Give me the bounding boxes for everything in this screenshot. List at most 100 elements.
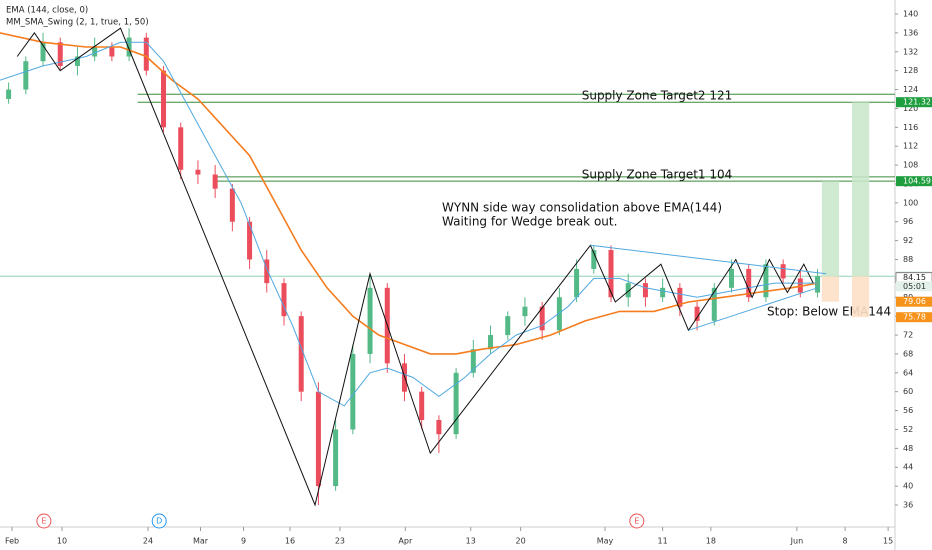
y-tick-label: 40: [903, 482, 913, 491]
candle-body: [642, 283, 648, 298]
candle-body: [23, 61, 29, 90]
candle-body: [264, 259, 270, 284]
x-tick-label: 18: [706, 537, 716, 546]
candle-body: [539, 306, 545, 331]
candle-body: [350, 353, 356, 430]
candle-body: [419, 391, 425, 421]
candle-body: [92, 47, 98, 57]
legend-ema: EMA (144, close, 0): [6, 6, 88, 16]
price-badge-label: 79.06: [903, 297, 926, 306]
target-box: [821, 181, 840, 277]
candle-body: [178, 127, 184, 170]
candle-body: [780, 264, 786, 279]
candle-body: [763, 264, 769, 298]
y-tick-label: 88: [903, 255, 913, 264]
price-badge-label: 75.78: [903, 313, 926, 322]
countdown-badge: [896, 281, 932, 292]
price-badge-label: 84.15: [903, 273, 926, 282]
x-tick-label: Mar: [193, 537, 209, 546]
price-badge-label: 121.32: [903, 98, 931, 107]
note: Stop: Below EMA144: [767, 305, 891, 319]
candle-body: [746, 268, 752, 298]
candle-body: [574, 268, 580, 298]
line-series: [16, 27, 814, 507]
candle-body: [109, 47, 115, 57]
candle-body: [436, 420, 442, 435]
candle-body: [608, 250, 614, 298]
candle-body: [556, 297, 562, 331]
candle-body: [143, 37, 149, 71]
candle-body: [505, 316, 511, 336]
note: Waiting for Wedge break out.: [442, 215, 617, 229]
x-tick-label: 20: [516, 537, 526, 546]
stop-box: [821, 276, 840, 302]
line-series: [0, 41, 818, 407]
legend-swing: MM_SMA_Swing (2, 1, true, 1, 50): [6, 18, 149, 28]
y-tick-label: 128: [903, 66, 918, 75]
candle-body: [247, 221, 253, 260]
countdown: 05:01: [903, 282, 926, 291]
y-tick-label: 72: [903, 331, 913, 340]
y-tick-label: 68: [903, 349, 913, 358]
candle-body: [367, 287, 373, 354]
candle-body: [40, 42, 46, 62]
y-tick-label: 48: [903, 444, 913, 453]
zone-label: Supply Zone Target1 104: [582, 168, 733, 182]
candle-body: [453, 372, 459, 435]
y-tick-label: 96: [903, 217, 913, 226]
y-tick-label: 120: [903, 104, 918, 113]
candle-body: [315, 391, 321, 487]
x-tick-label: May: [597, 537, 614, 546]
line-series: [590, 244, 827, 275]
y-tick-label: 136: [903, 28, 918, 37]
x-tick-label: 9: [241, 537, 246, 546]
y-tick-label: 100: [903, 198, 918, 207]
event-label: E: [634, 517, 639, 526]
candle-body: [333, 429, 339, 487]
candle-body: [522, 306, 528, 317]
note: WYNN side way consolidation above EMA(14…: [442, 201, 722, 215]
line-series: [0, 32, 818, 355]
zone-label: Supply Zone Target2 121: [582, 89, 733, 103]
line-series: [688, 287, 818, 331]
y-tick-label: 60: [903, 387, 913, 396]
y-tick-label: 108: [903, 161, 918, 170]
y-tick-label: 140: [903, 10, 918, 19]
event-label: E: [41, 517, 46, 526]
candle-body: [625, 283, 631, 298]
y-tick-label: 36: [903, 501, 913, 510]
y-tick-label: 112: [903, 142, 918, 151]
x-tick-label: Apr: [398, 537, 413, 546]
x-tick-label: 15: [883, 537, 893, 546]
candle-body: [229, 188, 235, 222]
event-marker: [36, 513, 52, 529]
price-badge: [896, 312, 932, 323]
candle-body: [57, 42, 63, 66]
candle-body: [195, 169, 201, 175]
x-tick-label: 8: [843, 537, 848, 546]
y-tick-label: 116: [903, 123, 918, 132]
x-tick-label: 16: [285, 537, 295, 546]
x-tick-label: Jun: [790, 537, 804, 546]
candle-body: [161, 70, 167, 128]
candle-body: [74, 56, 80, 66]
x-tick-label: 13: [466, 537, 476, 546]
candle-body: [815, 276, 821, 293]
candle-body: [711, 287, 717, 321]
candle-body: [126, 37, 132, 57]
y-tick-label: 124: [903, 85, 918, 94]
target-box: [851, 102, 870, 277]
candle-body: [212, 174, 218, 189]
x-tick-label: 23: [335, 537, 345, 546]
price-badge: [896, 97, 932, 108]
price-badge: [896, 176, 932, 187]
y-tick-label: 56: [903, 406, 913, 415]
candle-body: [6, 89, 12, 99]
candle-body: [660, 287, 666, 298]
x-tick-label: 11: [658, 537, 668, 546]
event-label: D: [156, 517, 162, 526]
candle-body: [488, 335, 494, 350]
price-badge-label: 104.59: [903, 177, 931, 186]
